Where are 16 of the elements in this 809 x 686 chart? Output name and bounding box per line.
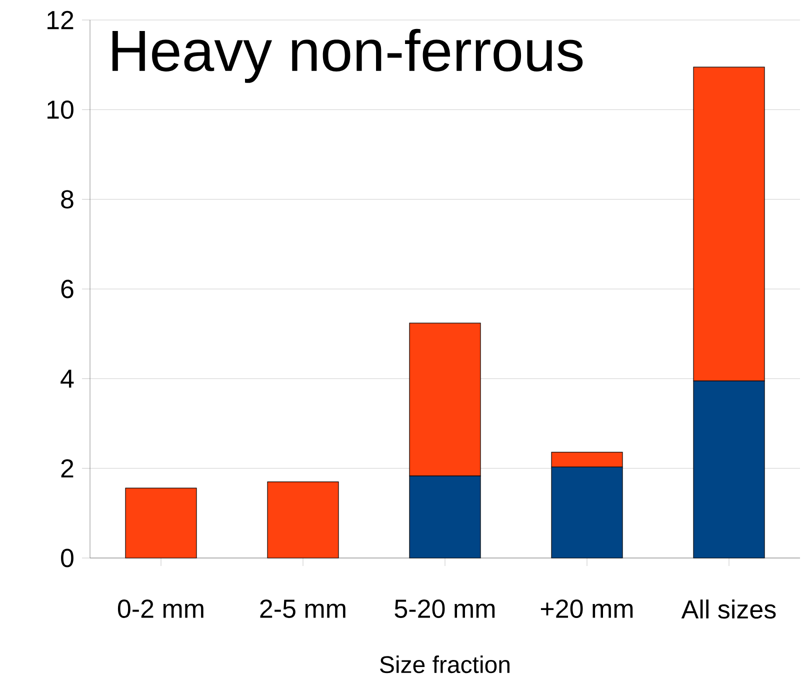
x-axis-title: Size fraction [380,655,510,674]
x-tick-label: 0-2 mm [118,600,204,618]
y-tick-label: 10 [48,100,74,119]
y-tick-label: 2 [61,459,74,478]
y-tick-label: 6 [61,280,74,298]
y-tick-label: 0 [61,548,74,568]
bar [125,488,197,558]
x-tick-label: 5-20 mm [394,600,495,618]
x-tick-label: 2-5 mm [260,600,346,618]
y-tick-label: 4 [60,370,74,388]
x-tick-label: +20 mm [540,600,633,618]
y-tick-label: 8 [61,190,74,209]
bar [267,481,339,558]
x-tick-label: All sizes [681,600,776,619]
y-tick-label: 12 [48,10,74,30]
chart-title: Heavy non-ferrous [112,28,583,83]
